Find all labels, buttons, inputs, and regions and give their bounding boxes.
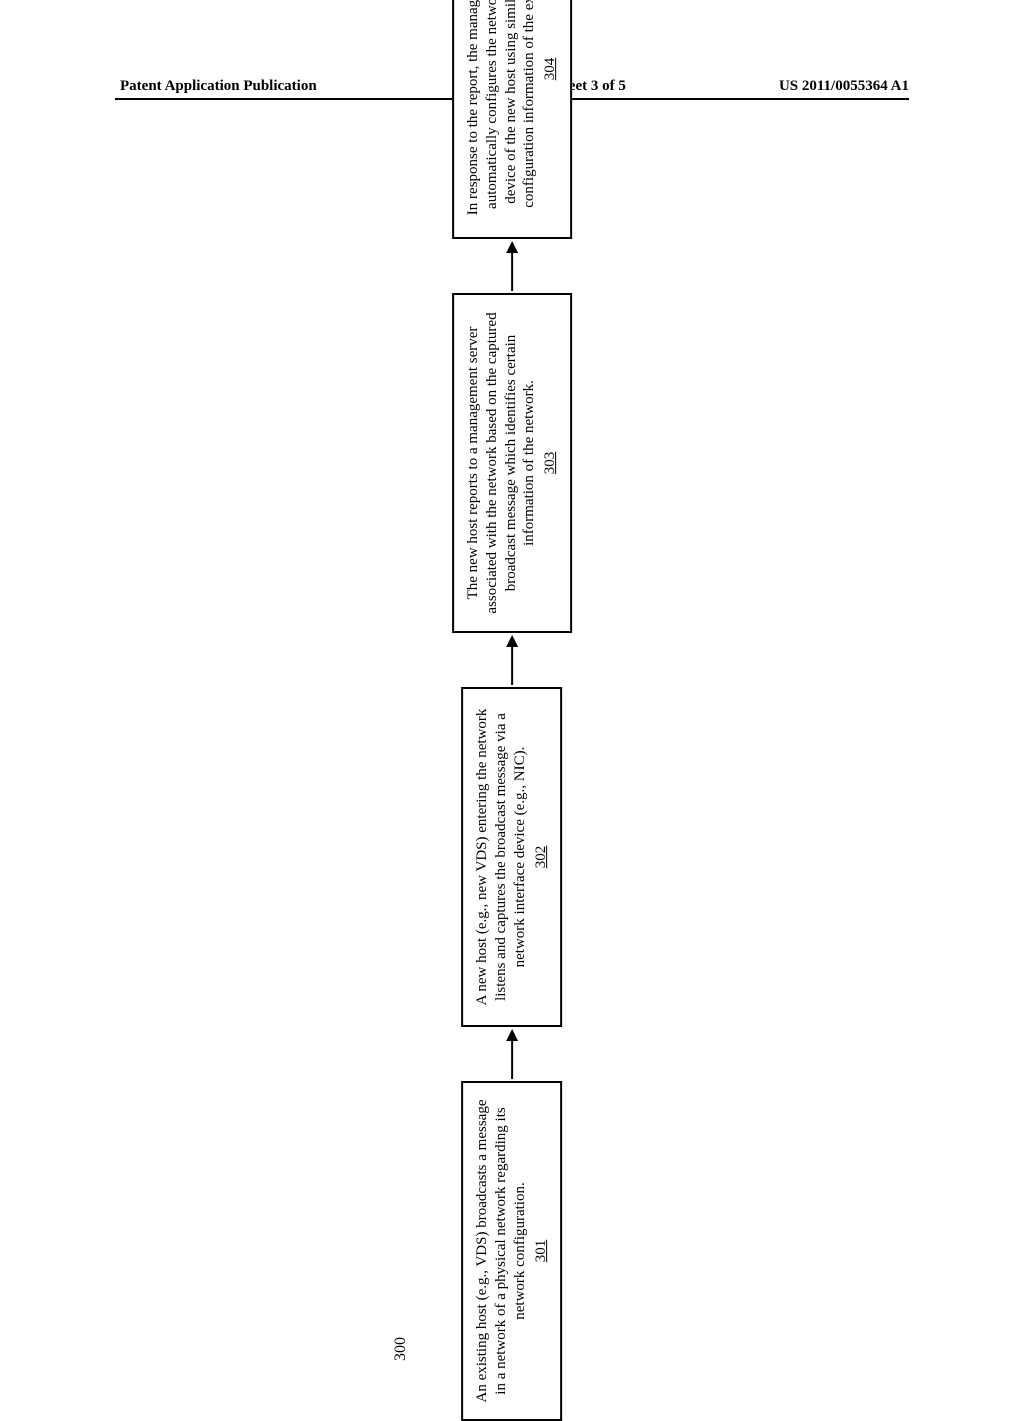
flow-box-302: A new host (e.g., new VDS) entering the … [462,687,563,1027]
flow-box-303: The new host reports to a management ser… [452,293,572,633]
flowchart: 300 An existing host (e.g., VDS) broadca… [452,0,572,1421]
flow-arrow [502,239,522,293]
flow-arrow [502,1027,522,1081]
flow-box-ref: 302 [532,846,551,869]
header-left: Patent Application Publication [120,78,317,95]
header-right: US 2011/0055364 A1 [779,78,909,95]
flow-box-text: The new host reports to a management ser… [465,312,537,613]
diagram-ref-number: 300 [392,1337,410,1361]
flow-box-text: In response to the report, the managemen… [465,0,537,215]
flow-box-text: An existing host (e.g., VDS) broadcasts … [475,1100,529,1403]
flow-box-301: An existing host (e.g., VDS) broadcasts … [462,1081,563,1421]
flow-arrow [502,633,522,687]
flow-box-ref: 304 [541,58,560,81]
diagram-rotated-container: 300 An existing host (e.g., VDS) broadca… [452,160,572,1160]
flow-box-ref: 301 [532,1240,551,1263]
flow-box-304: In response to the report, the managemen… [452,0,572,239]
page: Patent Application Publication Mar. 3, 2… [0,0,1024,1320]
flow-box-ref: 303 [541,452,560,475]
flow-box-text: A new host (e.g., new VDS) entering the … [475,709,529,1006]
